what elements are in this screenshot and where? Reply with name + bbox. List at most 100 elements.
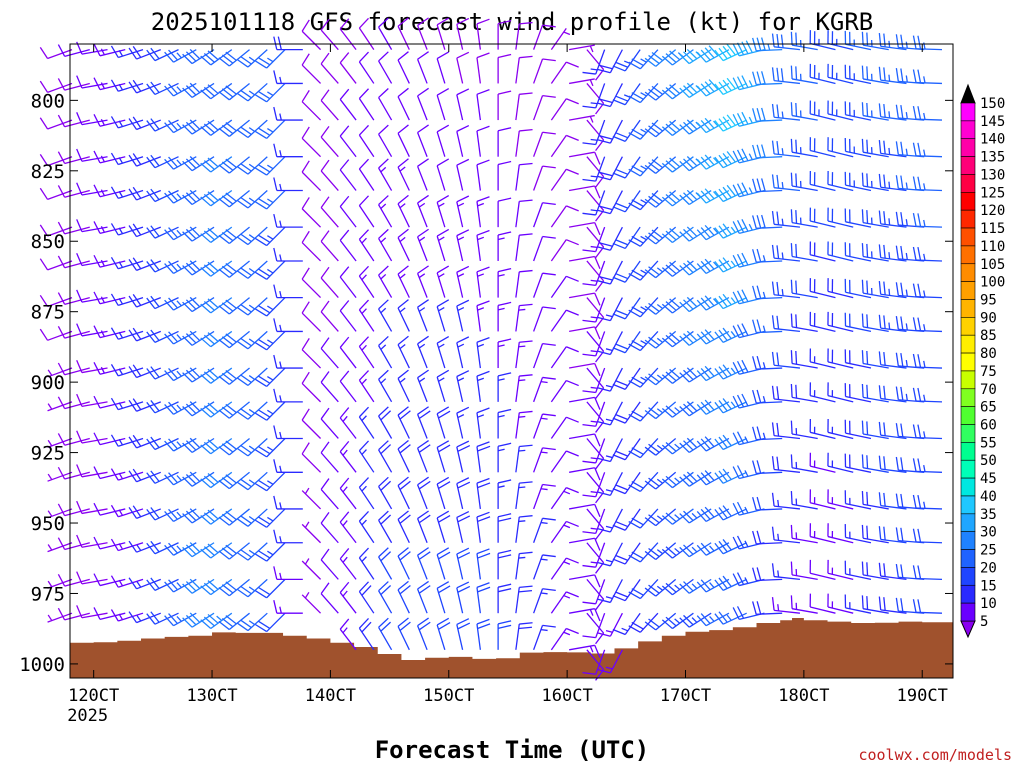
barb-half [477, 377, 485, 382]
barb-full [861, 31, 864, 46]
barb-half [418, 236, 426, 242]
barb-full [900, 316, 904, 330]
colorbar-swatch [960, 263, 976, 282]
barb-half [590, 350, 598, 353]
wind-barb [416, 87, 429, 121]
barb-full [236, 481, 249, 491]
barb-full [93, 536, 101, 550]
wind-barb [569, 78, 595, 87]
barb-full [258, 516, 271, 525]
wind-barb [378, 369, 393, 403]
barb-full [320, 371, 330, 383]
barb-full [146, 120, 156, 132]
barb-staff [550, 416, 567, 439]
barb-full [700, 542, 711, 554]
wind-barb [827, 593, 854, 614]
barb-half [656, 444, 664, 450]
barb-full [686, 296, 698, 308]
barb-full [644, 91, 657, 101]
wind-barb [714, 398, 747, 414]
barb-half [399, 377, 406, 383]
barb-full [669, 84, 681, 94]
wind-barb [844, 383, 872, 403]
wind-barb [110, 575, 144, 588]
barb-full [378, 335, 389, 347]
colorbar-label: 45 [980, 471, 997, 487]
wind-barb [57, 537, 90, 551]
barb-staff [320, 593, 339, 614]
barb-full [651, 85, 664, 95]
wind-barb [597, 49, 623, 74]
barb-full [595, 458, 605, 470]
barb-full [418, 585, 431, 594]
barb-half [888, 111, 891, 118]
barb-full [39, 46, 49, 59]
barb-full [378, 440, 389, 451]
barb-staff [456, 57, 464, 84]
wind-barb [339, 125, 357, 158]
wind-barb [515, 55, 533, 84]
wind-barb [146, 259, 179, 273]
wind-barb [110, 434, 144, 447]
wind-barb [436, 510, 451, 543]
barb-staff [397, 25, 410, 50]
wind-barb [586, 190, 605, 222]
barb-full [128, 295, 138, 308]
colorbar-swatch [960, 227, 976, 247]
barb-full [866, 173, 869, 187]
barb-full [417, 369, 429, 379]
barb-full [301, 197, 310, 210]
barb-full [150, 118, 160, 130]
wind-barb [569, 185, 601, 199]
barb-full [566, 346, 579, 353]
wind-barb [397, 406, 411, 439]
barb-full [164, 333, 174, 345]
wind-barb [273, 214, 303, 228]
wind-barb [456, 581, 471, 614]
barb-full [320, 196, 330, 208]
barb-staff [569, 151, 595, 158]
wind-barb [612, 542, 641, 565]
barb-staff [99, 401, 126, 409]
wind-barb [456, 265, 470, 298]
barb-full [732, 573, 740, 586]
barb-full [790, 595, 793, 609]
barb-full [718, 329, 728, 341]
barb-half [762, 362, 766, 369]
barb-half [497, 414, 505, 418]
barb-full [132, 398, 142, 411]
wind-barb [218, 437, 250, 456]
wind-barb [273, 106, 303, 121]
barb-full [221, 336, 234, 346]
barb-staff [81, 296, 108, 303]
wind-barb [378, 228, 393, 262]
barb-full [128, 47, 138, 60]
wind-barb [128, 186, 162, 201]
barb-staff [301, 383, 322, 403]
wind-barb [456, 440, 471, 473]
barb-staff [358, 27, 375, 50]
barb-full [795, 350, 798, 365]
barb-full [93, 184, 101, 197]
barb-full [661, 162, 673, 173]
barb-full [683, 158, 694, 169]
barb-full [878, 596, 882, 610]
barb-full [57, 433, 66, 446]
barb-half [563, 561, 571, 565]
barb-full [595, 210, 605, 222]
barb-full [417, 51, 429, 60]
barb-full [76, 182, 83, 196]
wind-barb [93, 362, 126, 375]
barb-staff [47, 189, 73, 201]
barb-full [132, 293, 142, 306]
barb-staff [81, 578, 108, 585]
barb-half [590, 102, 598, 105]
barb-full [258, 338, 271, 348]
y-tick-label: 850 [31, 231, 65, 253]
chart-title: 2025101118 GFS forecast wind profile (kt… [151, 8, 873, 36]
colorbar-label: 85 [980, 328, 997, 344]
barb-full [258, 375, 271, 384]
barb-full [399, 480, 411, 491]
barb-full [771, 67, 775, 81]
